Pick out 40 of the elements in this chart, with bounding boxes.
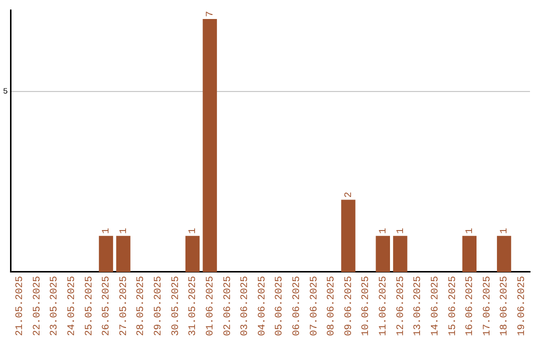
x-tick-label: 21.05.2025 [15,276,26,336]
x-tick-label: 14.06.2025 [430,276,442,336]
x-tick-label: 10.06.2025 [361,276,372,336]
x-tick-label: 23.05.2025 [50,276,61,336]
data-label: 1 [465,228,476,234]
y-tick-label: 5 [2,87,8,96]
x-tick-label: 25.05.2025 [84,276,96,336]
x-tick-label: 06.06.2025 [292,276,303,336]
x-tick-label: 17.06.2025 [482,276,494,336]
x-tick-label: 28.05.2025 [136,276,148,336]
x-tick-label: 18.06.2025 [500,276,511,336]
data-label: 1 [396,228,407,234]
x-tick-label: 16.06.2025 [465,276,476,336]
data-label: 7 [205,11,216,18]
x-tick-label: 08.06.2025 [326,276,338,336]
x-tick-label: 02.06.2025 [222,276,234,336]
x-tick-label: 01.06.2025 [205,276,216,336]
data-label: 1 [102,228,113,234]
data-label: 1 [118,228,130,234]
x-tick-label: 07.06.2025 [309,276,320,336]
x-tick-label: 31.05.2025 [188,276,200,336]
x-tick-label: 11.06.2025 [378,276,390,336]
x-tick-label: 26.05.2025 [102,276,113,336]
data-label: 2 [344,192,355,198]
data-label: 1 [378,228,390,234]
x-tick-label: 27.05.2025 [118,276,130,336]
x-tick-label: 22.05.2025 [32,276,44,336]
x-tick-label: 12.06.2025 [396,276,407,336]
data-label: 1 [500,228,511,234]
x-tick-label: 04.06.2025 [257,276,268,336]
x-tick-label: 24.05.2025 [67,276,78,336]
x-tick-label: 09.06.2025 [344,276,355,336]
data-label: 1 [188,228,200,234]
x-tick-label: 13.06.2025 [413,276,424,336]
x-tick-label: 29.05.2025 [154,276,165,336]
x-tick-label: 05.06.2025 [274,276,286,336]
x-tick-label: 19.06.2025 [516,276,528,336]
x-tick-label: 15.06.2025 [448,276,459,336]
x-tick-label: 30.05.2025 [170,276,182,336]
x-tick-label: 03.06.2025 [240,276,252,336]
